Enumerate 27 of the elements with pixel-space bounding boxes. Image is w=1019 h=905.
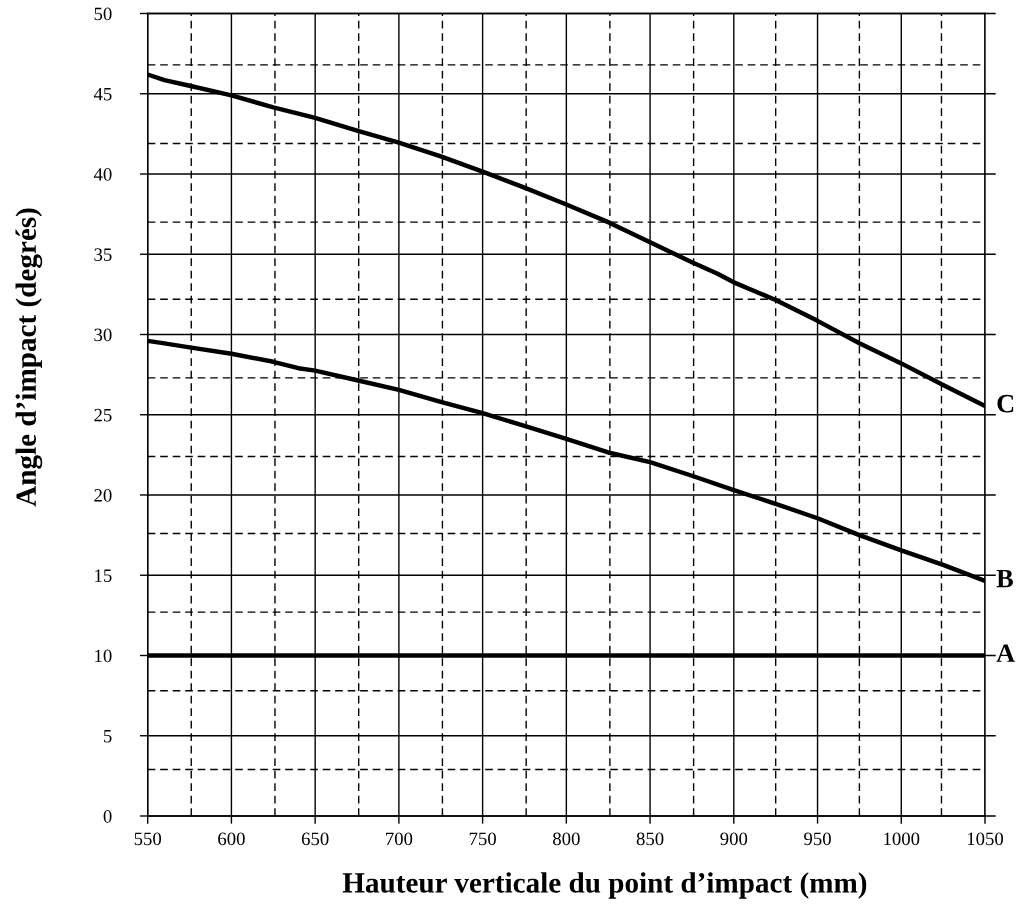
x-tick-label: 750 — [469, 832, 496, 846]
y-tick-label: 35 — [94, 248, 112, 261]
x-tick-label: 1000 — [884, 832, 920, 846]
y-tick-label: 25 — [94, 408, 112, 422]
x-tick-label: 950 — [804, 832, 831, 846]
x-tick-label: 700 — [386, 832, 413, 846]
y-tick-label: 0 — [103, 810, 112, 823]
y-tick-label: 30 — [94, 328, 112, 342]
y-tick-label: 50 — [94, 7, 112, 21]
series-label: A — [996, 644, 1015, 662]
y-tick-label: 15 — [95, 569, 112, 582]
y-tick-label: 20 — [94, 489, 112, 502]
x-axis-title: Hauteur verticale du point d’impact (mm) — [342, 872, 867, 899]
y-tick-label: 10 — [95, 649, 112, 663]
x-tick-label: 600 — [218, 832, 245, 846]
y-tick-label: 40 — [93, 168, 112, 181]
y-tick-label: 45 — [93, 87, 112, 101]
y-axis-title: Angle d’impact (degrés) — [15, 208, 43, 507]
x-tick-label: 650 — [301, 832, 329, 846]
x-tick-label: 850 — [636, 832, 664, 846]
x-tick-label: 800 — [553, 832, 580, 846]
y-tick-label: 5 — [104, 729, 112, 743]
x-tick-label: 1050 — [967, 832, 1004, 846]
series-label: B — [996, 569, 1013, 588]
x-tick-label: 900 — [720, 832, 748, 846]
x-tick-label: 550 — [134, 832, 162, 846]
series-label: C — [997, 394, 1014, 413]
